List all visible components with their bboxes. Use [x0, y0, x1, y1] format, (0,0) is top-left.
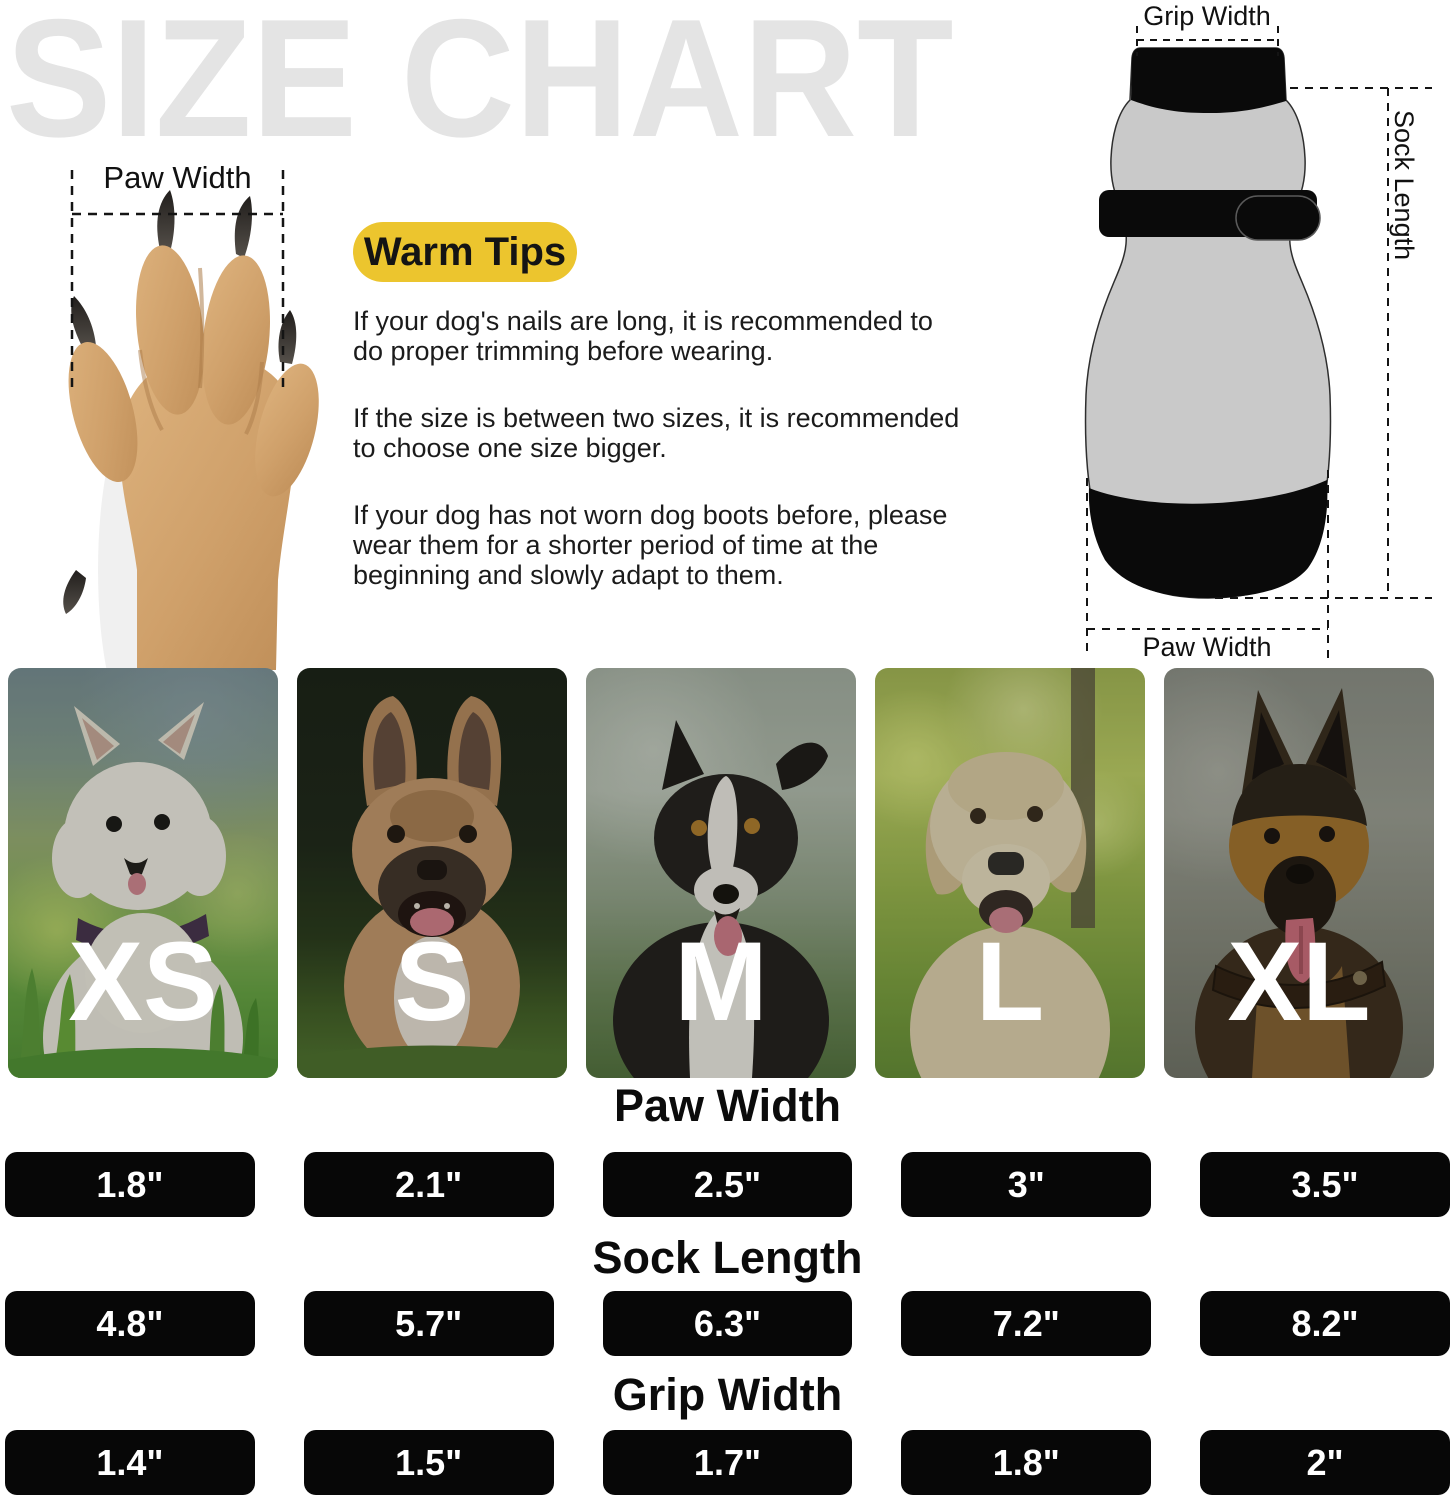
grip-width-label: Grip Width: [1143, 1, 1271, 31]
paw-leg: [119, 364, 297, 670]
size-card-l: L: [875, 668, 1145, 1078]
value-box-sock-length-l: 7.2": [901, 1291, 1152, 1356]
value-box-grip-width-m: 1.7": [602, 1430, 853, 1495]
paw-toe: [135, 245, 205, 415]
size-label-m: M: [674, 919, 768, 1045]
tip-line: If your dog has not worn dog boots befor…: [353, 500, 948, 530]
size-label-s: S: [394, 919, 470, 1045]
paw-toe: [201, 255, 271, 425]
grip-width-row: 1.4" 1.5" 1.7" 1.8" 2": [5, 1430, 1450, 1495]
value-box-grip-width-xs: 1.4": [5, 1430, 255, 1495]
size-card-xs: XS: [8, 668, 278, 1078]
heading-grip-width: Grip Width: [612, 1369, 843, 1420]
value-box-grip-width-l: 1.8": [901, 1430, 1152, 1495]
tip-line: to choose one size bigger.: [353, 433, 667, 463]
dog-photo-west-highland-terrier: [8, 668, 278, 1078]
tip-paragraph: If the size is between two sizes, it is …: [353, 403, 1043, 463]
tip-paragraph: If your dog has not worn dog boots befor…: [353, 500, 1043, 590]
photo-overlay: [8, 668, 278, 1078]
sock-diagram: [1084, 26, 1432, 658]
heading-paw-width: Paw Width: [613, 1080, 842, 1131]
value-box-paw-width-s: 2.1": [303, 1152, 554, 1217]
tip-line: If your dog's nails are long, it is reco…: [353, 306, 933, 336]
warm-tips-badge: Warm Tips: [353, 222, 577, 282]
sock-length-row: 4.8" 5.7" 6.3" 7.2" 8.2": [5, 1291, 1450, 1356]
heading-sock-length: Sock Length: [592, 1232, 863, 1283]
paw-photo-section: Paw Width: [40, 140, 340, 720]
page-title: SIZE CHART: [6, 0, 954, 172]
paw-toe: [255, 363, 319, 497]
dog-photo-labrador: [875, 668, 1145, 1078]
sock-strap-tab: [1235, 195, 1321, 241]
dog-paw-photo: [63, 170, 319, 720]
claw-icon: [71, 296, 96, 350]
dog-photo-german-shepherd: [1164, 668, 1434, 1078]
warm-tips-badge-label: Warm Tips: [363, 229, 567, 274]
size-card-m: M: [586, 668, 856, 1078]
value-box-sock-length-s: 5.7": [303, 1291, 554, 1356]
sock-foot: [1088, 480, 1328, 598]
value-box-sock-length-xs: 4.8": [5, 1291, 255, 1356]
sock-cuff: [1131, 48, 1286, 113]
photo-overlay: [297, 668, 567, 1078]
tip-line: wear them for a shorter period of time a…: [353, 530, 879, 560]
dog-photo-french-bulldog: [297, 668, 567, 1078]
value-box-grip-width-s: 1.5": [303, 1430, 554, 1495]
size-label-xl: XL: [1227, 919, 1371, 1045]
photo-overlay: [1164, 668, 1434, 1078]
value-box-grip-width-xl: 2": [1200, 1430, 1450, 1495]
size-card-xl: XL: [1164, 668, 1434, 1078]
photo-overlay: [875, 668, 1145, 1078]
tip-line: do proper trimming before wearing.: [353, 336, 774, 366]
warm-tips-text: If your dog's nails are long, it is reco…: [353, 306, 1043, 627]
sock-length-label: Sock Length: [1389, 110, 1419, 261]
size-card-s: S: [297, 668, 567, 1078]
value-box-paw-width-m: 2.5": [602, 1152, 853, 1217]
sock-paw-width-label: Paw Width: [1142, 632, 1272, 662]
value-box-paw-width-xl: 3.5": [1200, 1152, 1450, 1217]
claw-icon: [157, 190, 175, 252]
value-box-paw-width-xs: 1.8": [5, 1152, 255, 1217]
value-box-paw-width-l: 3": [901, 1152, 1152, 1217]
tip-line: If the size is between two sizes, it is …: [353, 403, 960, 433]
claw-icon: [234, 196, 252, 258]
tip-paragraph: If your dog's nails are long, it is reco…: [353, 306, 1043, 366]
paw-width-label: Paw Width: [103, 160, 252, 195]
tip-line: beginning and slowly adapt to them.: [353, 560, 784, 590]
dewclaw-icon: [63, 570, 86, 614]
paw-toe: [68, 342, 138, 482]
paw-width-row: 1.8" 2.1" 2.5" 3" 3.5": [5, 1152, 1450, 1217]
size-label-l: L: [975, 919, 1045, 1045]
photo-overlay: [586, 668, 856, 1078]
claw-icon: [278, 310, 297, 364]
dog-photo-border-collie: [586, 668, 856, 1078]
size-label-xs: XS: [68, 919, 218, 1045]
value-box-sock-length-xl: 8.2": [1200, 1291, 1450, 1356]
value-box-sock-length-m: 6.3": [602, 1291, 853, 1356]
